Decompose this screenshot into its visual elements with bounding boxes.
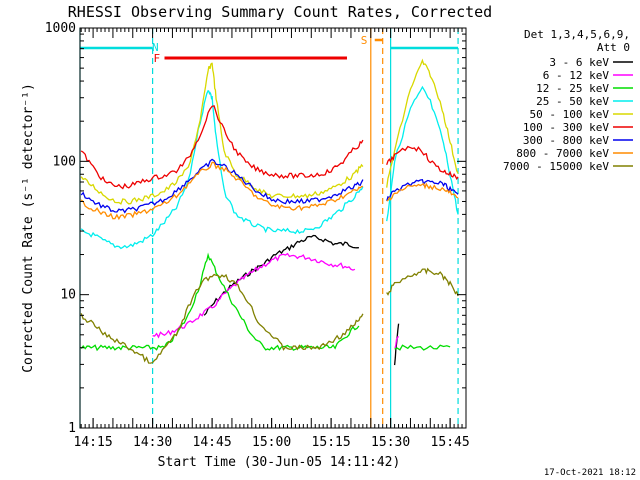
- chart-title: RHESSI Observing Summary Count Rates, Co…: [68, 3, 492, 21]
- x-tick-label: 15:15: [312, 435, 351, 450]
- footer-date: 17-Oct-2021 18:12: [544, 468, 636, 478]
- series-line: [80, 273, 364, 364]
- legend-entry-label: 6 - 12 keV: [543, 69, 610, 82]
- series-line: [386, 178, 459, 202]
- x-axis: 14:15 14:30 14:45 15:00 15:15 15:30 15:45: [74, 28, 470, 450]
- x-tick-label: 15:00: [252, 435, 291, 450]
- x-tick-label: 15:45: [431, 435, 470, 450]
- y-tick-label: 100: [53, 154, 76, 169]
- legend-entry-label: 50 - 100 keV: [530, 108, 610, 121]
- legend-header: Att 0: [597, 41, 630, 54]
- annotation-s-label: S: [361, 34, 368, 47]
- legend-entry-label: 800 - 7000 keV: [516, 147, 609, 160]
- series-line: [80, 62, 364, 205]
- x-tick-label: 14:15: [74, 435, 113, 450]
- series-line: [386, 267, 459, 297]
- series-line: [80, 158, 364, 214]
- legend-entry-label: 100 - 300 keV: [523, 121, 609, 134]
- legend-entry-label: 300 - 800 keV: [523, 134, 609, 147]
- series-line: [203, 234, 359, 316]
- y-axis-label: Corrected Count Rate (s⁻¹ detector⁻¹): [21, 83, 36, 373]
- y-axis: 1 10 100 1000: [45, 21, 466, 436]
- series-line: [80, 89, 364, 250]
- x-tick-label: 15:30: [371, 435, 410, 450]
- legend-entry-label: 7000 - 15000 keV: [503, 160, 609, 173]
- legend-header: Det 1,3,4,5,6,9,: [524, 28, 630, 41]
- plot-frame: [79, 27, 467, 429]
- series-lines: [80, 58, 459, 366]
- y-tick-label: 1: [68, 421, 76, 436]
- series-line: [152, 252, 356, 339]
- series-line: [386, 85, 459, 222]
- series-line: [386, 58, 459, 188]
- x-axis-label: Start Time (30-Jun-05 14:11:42): [158, 455, 401, 470]
- series-line: [386, 145, 459, 181]
- annotation-f-label: F: [153, 52, 160, 65]
- y-tick-label: 10: [60, 288, 76, 303]
- legend-entry-label: 25 - 50 keV: [536, 95, 609, 108]
- series-line: [80, 105, 364, 190]
- x-tick-label: 14:45: [193, 435, 232, 450]
- legend-entry-label: 3 - 6 keV: [549, 56, 609, 69]
- series-line: [386, 182, 459, 202]
- annotation-n-label: N: [152, 41, 159, 54]
- series-line: [394, 335, 399, 349]
- series-line: [394, 344, 451, 351]
- y-tick-label: 1000: [45, 21, 76, 36]
- annotation-bars: NF S: [80, 34, 459, 65]
- legend-entry-label: 12 - 25 keV: [536, 82, 609, 95]
- x-tick-label: 14:30: [133, 435, 172, 450]
- series-line: [80, 161, 363, 221]
